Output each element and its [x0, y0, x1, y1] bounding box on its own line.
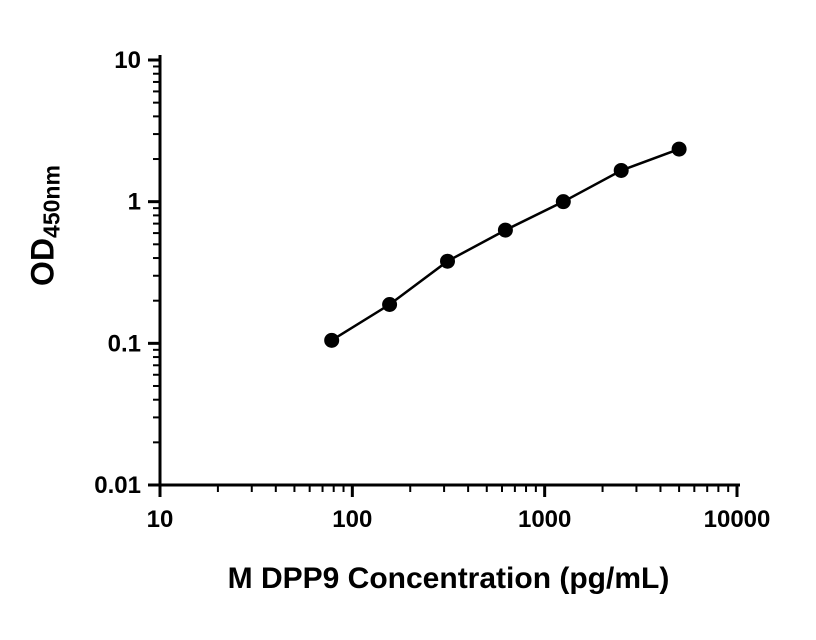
data-point: [497, 222, 513, 238]
y-tick-label: 10: [114, 47, 141, 74]
y-tick-label: 0.1: [108, 330, 141, 357]
x-axis-title: M DPP9 Concentration (pg/mL): [227, 562, 670, 595]
series-line: [331, 147, 680, 342]
data-point: [555, 194, 571, 210]
y-axis-title: OD450nm: [25, 106, 66, 346]
y-axis-title-main: OD: [24, 237, 61, 286]
y-tick-label: 0.01: [94, 472, 141, 499]
data-point: [382, 296, 398, 312]
data-point: [671, 141, 687, 157]
data-point: [613, 162, 629, 178]
data-point: [324, 332, 340, 348]
x-tick-label: 10: [147, 506, 174, 533]
y-axis-title-subscript: 450nm: [38, 165, 65, 238]
y-tick-label: 1: [128, 189, 141, 216]
data-point: [440, 253, 456, 269]
x-tick-label: 10000: [704, 506, 771, 533]
x-tick-label: 1000: [518, 506, 571, 533]
x-tick-label: 100: [332, 506, 372, 533]
